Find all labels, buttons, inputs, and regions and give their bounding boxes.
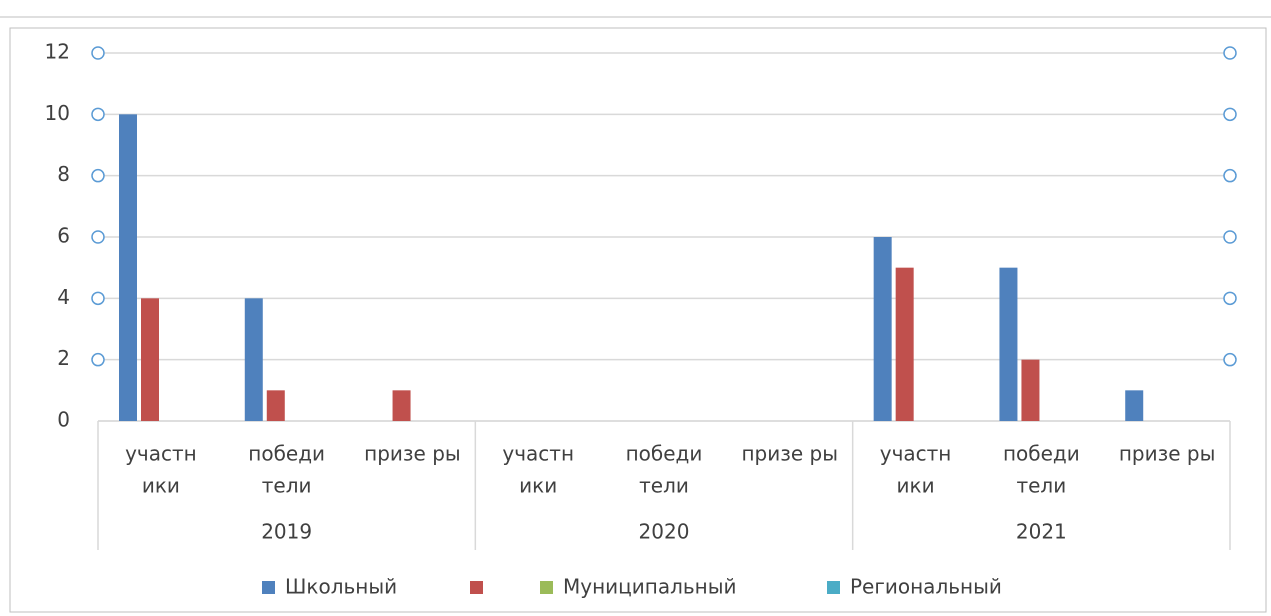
y-tick-label: 4 [57, 285, 70, 309]
x-tick-label: ики [897, 474, 935, 498]
x-tick-label: участн [880, 442, 952, 466]
bar [1125, 390, 1144, 421]
x-tick-label: победи [1003, 442, 1080, 466]
x-tick-label: ики [519, 474, 557, 498]
legend-label: Муниципальный [563, 575, 737, 599]
legend-swatch [827, 581, 840, 594]
bar [266, 390, 285, 421]
bar [119, 114, 137, 421]
bar [244, 298, 263, 421]
x-tick-label: призе ры [1119, 442, 1216, 466]
legend-swatch [470, 581, 483, 594]
handle [91, 291, 105, 306]
handle [91, 107, 105, 122]
group-label: 2020 [639, 520, 690, 544]
x-tick-label: победи [626, 442, 703, 466]
x-tick-label: участн [125, 442, 197, 466]
group-label: 2019 [261, 520, 312, 544]
handle [1223, 230, 1237, 244]
y-tick-label: 12 [45, 40, 70, 64]
bar [141, 298, 159, 421]
legend-label: Региональный [850, 575, 1002, 599]
legend-label: Школьный [285, 575, 397, 599]
x-tick-label: тели [262, 474, 312, 498]
x-tick-label: тели [1016, 474, 1066, 498]
handle [1223, 168, 1237, 183]
group-label: 2021 [1016, 520, 1067, 544]
y-tick-label: 10 [45, 101, 70, 125]
x-tick-label: тели [639, 474, 689, 498]
y-tick-label: 6 [57, 224, 70, 248]
y-tick-label: 2 [57, 346, 70, 370]
handle [91, 230, 105, 244]
x-tick-label: победи [248, 442, 325, 466]
legend-swatch [262, 581, 275, 594]
x-tick-label: участн [502, 442, 574, 466]
bar [999, 267, 1018, 421]
y-tick-label: 0 [57, 408, 70, 432]
handle [91, 168, 105, 183]
bar [895, 267, 914, 421]
x-tick-label: призе ры [364, 442, 461, 466]
bar [1021, 359, 1040, 421]
bar [392, 390, 411, 421]
chart-frame [9, 27, 1267, 613]
handle [91, 46, 105, 60]
x-tick-label: ики [142, 474, 180, 498]
handle [1223, 291, 1237, 306]
handle [1223, 107, 1237, 122]
handle [1223, 46, 1237, 60]
x-tick-label: призе ры [741, 442, 838, 466]
handle [91, 352, 105, 367]
bar [873, 237, 892, 421]
handle [1223, 352, 1237, 367]
y-tick-label: 8 [57, 162, 70, 186]
legend-swatch [540, 581, 553, 594]
